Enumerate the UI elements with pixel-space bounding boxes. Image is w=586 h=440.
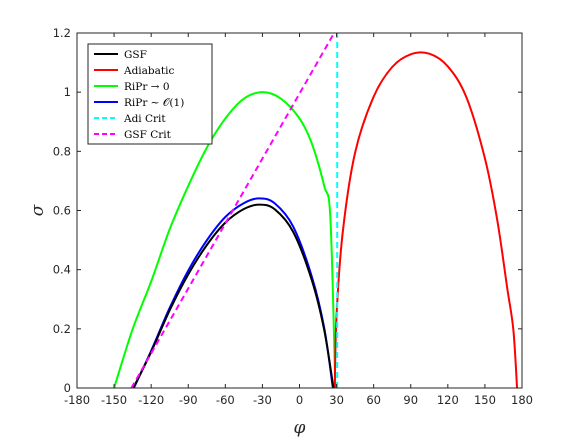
x-tick-label: 30 (329, 393, 344, 407)
plot-area (113, 32, 519, 389)
legend-entry-adiabatic: Adiabatic (123, 65, 174, 77)
series-line-adiabatic (333, 51, 519, 389)
x-tick-label: 120 (437, 393, 459, 407)
y-tick-label: 1.2 (53, 26, 71, 40)
x-tick-label: 0 (296, 393, 303, 407)
x-tick-label: -180 (64, 393, 90, 407)
y-tick-label: 0 (64, 381, 71, 395)
x-axis-label: φ (294, 418, 306, 438)
x-tick-label: 60 (366, 393, 381, 407)
y-tick-label: 0.4 (53, 263, 71, 277)
axis-ticks: -180 -150 -120 -90 -60 -30 0 30 60 90 120 150 180 0 0.… (53, 26, 533, 407)
x-tick-label: 90 (403, 393, 418, 407)
x-tick-label: -30 (253, 393, 272, 407)
series-line-gsf (132, 203, 335, 389)
legend-box (87, 43, 213, 145)
series-line-gsf-crit (130, 32, 335, 389)
x-tick-label: 180 (511, 393, 533, 407)
y-tick-label: 0.2 (53, 322, 71, 336)
y-axis-label: σ (28, 204, 48, 216)
y-tick-label: 0.6 (53, 204, 71, 218)
legend-entry-adi-crit: Adi Crit (123, 113, 166, 125)
x-tick-label: -150 (101, 393, 127, 407)
series-line-ripr-0 (113, 91, 337, 389)
legend: GSF Adiabatic RiPr → 0 RiPr ∼ 𝒪(1) Adi Crit G… (87, 43, 213, 145)
legend-entry-gsf-crit: GSF Crit (124, 129, 172, 141)
x-tick-label: -60 (216, 393, 235, 407)
legend-entry-ripr-0: RiPr → 0 (124, 81, 170, 93)
x-tick-label: -120 (138, 393, 164, 407)
y-tick-label: 0.8 (53, 144, 71, 158)
series-line-ripr-1 (132, 197, 334, 389)
legend-entry-gsf: GSF (124, 49, 147, 61)
x-tick-label: -90 (179, 393, 198, 407)
y-tick-label: 1 (64, 85, 71, 99)
x-tick-label: 150 (474, 393, 496, 407)
legend-entry-ripr-1: RiPr ∼ 𝒪(1) (124, 97, 184, 109)
